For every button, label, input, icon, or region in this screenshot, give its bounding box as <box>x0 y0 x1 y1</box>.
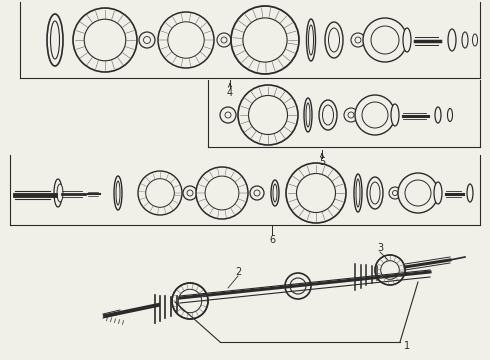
Ellipse shape <box>47 14 63 66</box>
Text: 5: 5 <box>319 157 325 167</box>
Circle shape <box>196 167 248 219</box>
Circle shape <box>220 107 236 123</box>
Ellipse shape <box>271 180 279 206</box>
Circle shape <box>392 190 397 195</box>
Ellipse shape <box>273 184 277 202</box>
Ellipse shape <box>304 98 312 132</box>
Ellipse shape <box>434 182 442 204</box>
Text: 4: 4 <box>227 88 233 98</box>
Circle shape <box>221 37 227 43</box>
Circle shape <box>363 18 407 62</box>
Circle shape <box>375 255 405 285</box>
Ellipse shape <box>356 179 360 207</box>
Text: 1: 1 <box>404 341 410 351</box>
Ellipse shape <box>325 22 343 58</box>
Circle shape <box>144 36 150 44</box>
Circle shape <box>344 108 358 122</box>
Circle shape <box>285 273 311 299</box>
Circle shape <box>225 112 231 118</box>
Circle shape <box>217 33 231 47</box>
Ellipse shape <box>307 19 316 61</box>
Circle shape <box>389 187 401 199</box>
Ellipse shape <box>328 28 340 52</box>
Ellipse shape <box>448 29 456 51</box>
Circle shape <box>73 8 137 72</box>
Circle shape <box>355 95 395 135</box>
Text: 3: 3 <box>377 243 383 253</box>
Ellipse shape <box>435 107 441 123</box>
Ellipse shape <box>403 28 411 52</box>
Ellipse shape <box>472 34 477 46</box>
Circle shape <box>158 12 214 68</box>
Text: 6: 6 <box>269 235 275 245</box>
Text: 2: 2 <box>235 267 241 277</box>
Circle shape <box>348 112 354 118</box>
Circle shape <box>351 33 365 47</box>
Circle shape <box>231 6 299 74</box>
Ellipse shape <box>322 105 334 125</box>
Ellipse shape <box>467 184 473 202</box>
Ellipse shape <box>116 181 120 205</box>
Circle shape <box>183 186 197 200</box>
Circle shape <box>355 37 361 43</box>
Circle shape <box>286 163 346 223</box>
Circle shape <box>187 190 193 196</box>
Ellipse shape <box>447 108 452 122</box>
Circle shape <box>172 283 208 319</box>
Circle shape <box>139 32 155 48</box>
Ellipse shape <box>309 25 314 55</box>
Ellipse shape <box>50 21 59 59</box>
Circle shape <box>398 173 438 213</box>
Ellipse shape <box>462 32 468 48</box>
Ellipse shape <box>367 177 383 209</box>
Ellipse shape <box>370 182 380 204</box>
Ellipse shape <box>306 103 310 127</box>
Circle shape <box>138 171 182 215</box>
Ellipse shape <box>319 100 337 130</box>
Ellipse shape <box>391 104 399 126</box>
Circle shape <box>254 190 260 196</box>
Ellipse shape <box>54 179 62 207</box>
Ellipse shape <box>57 184 63 202</box>
Ellipse shape <box>354 174 362 212</box>
Ellipse shape <box>114 176 122 210</box>
Circle shape <box>250 186 264 200</box>
Circle shape <box>238 85 298 145</box>
